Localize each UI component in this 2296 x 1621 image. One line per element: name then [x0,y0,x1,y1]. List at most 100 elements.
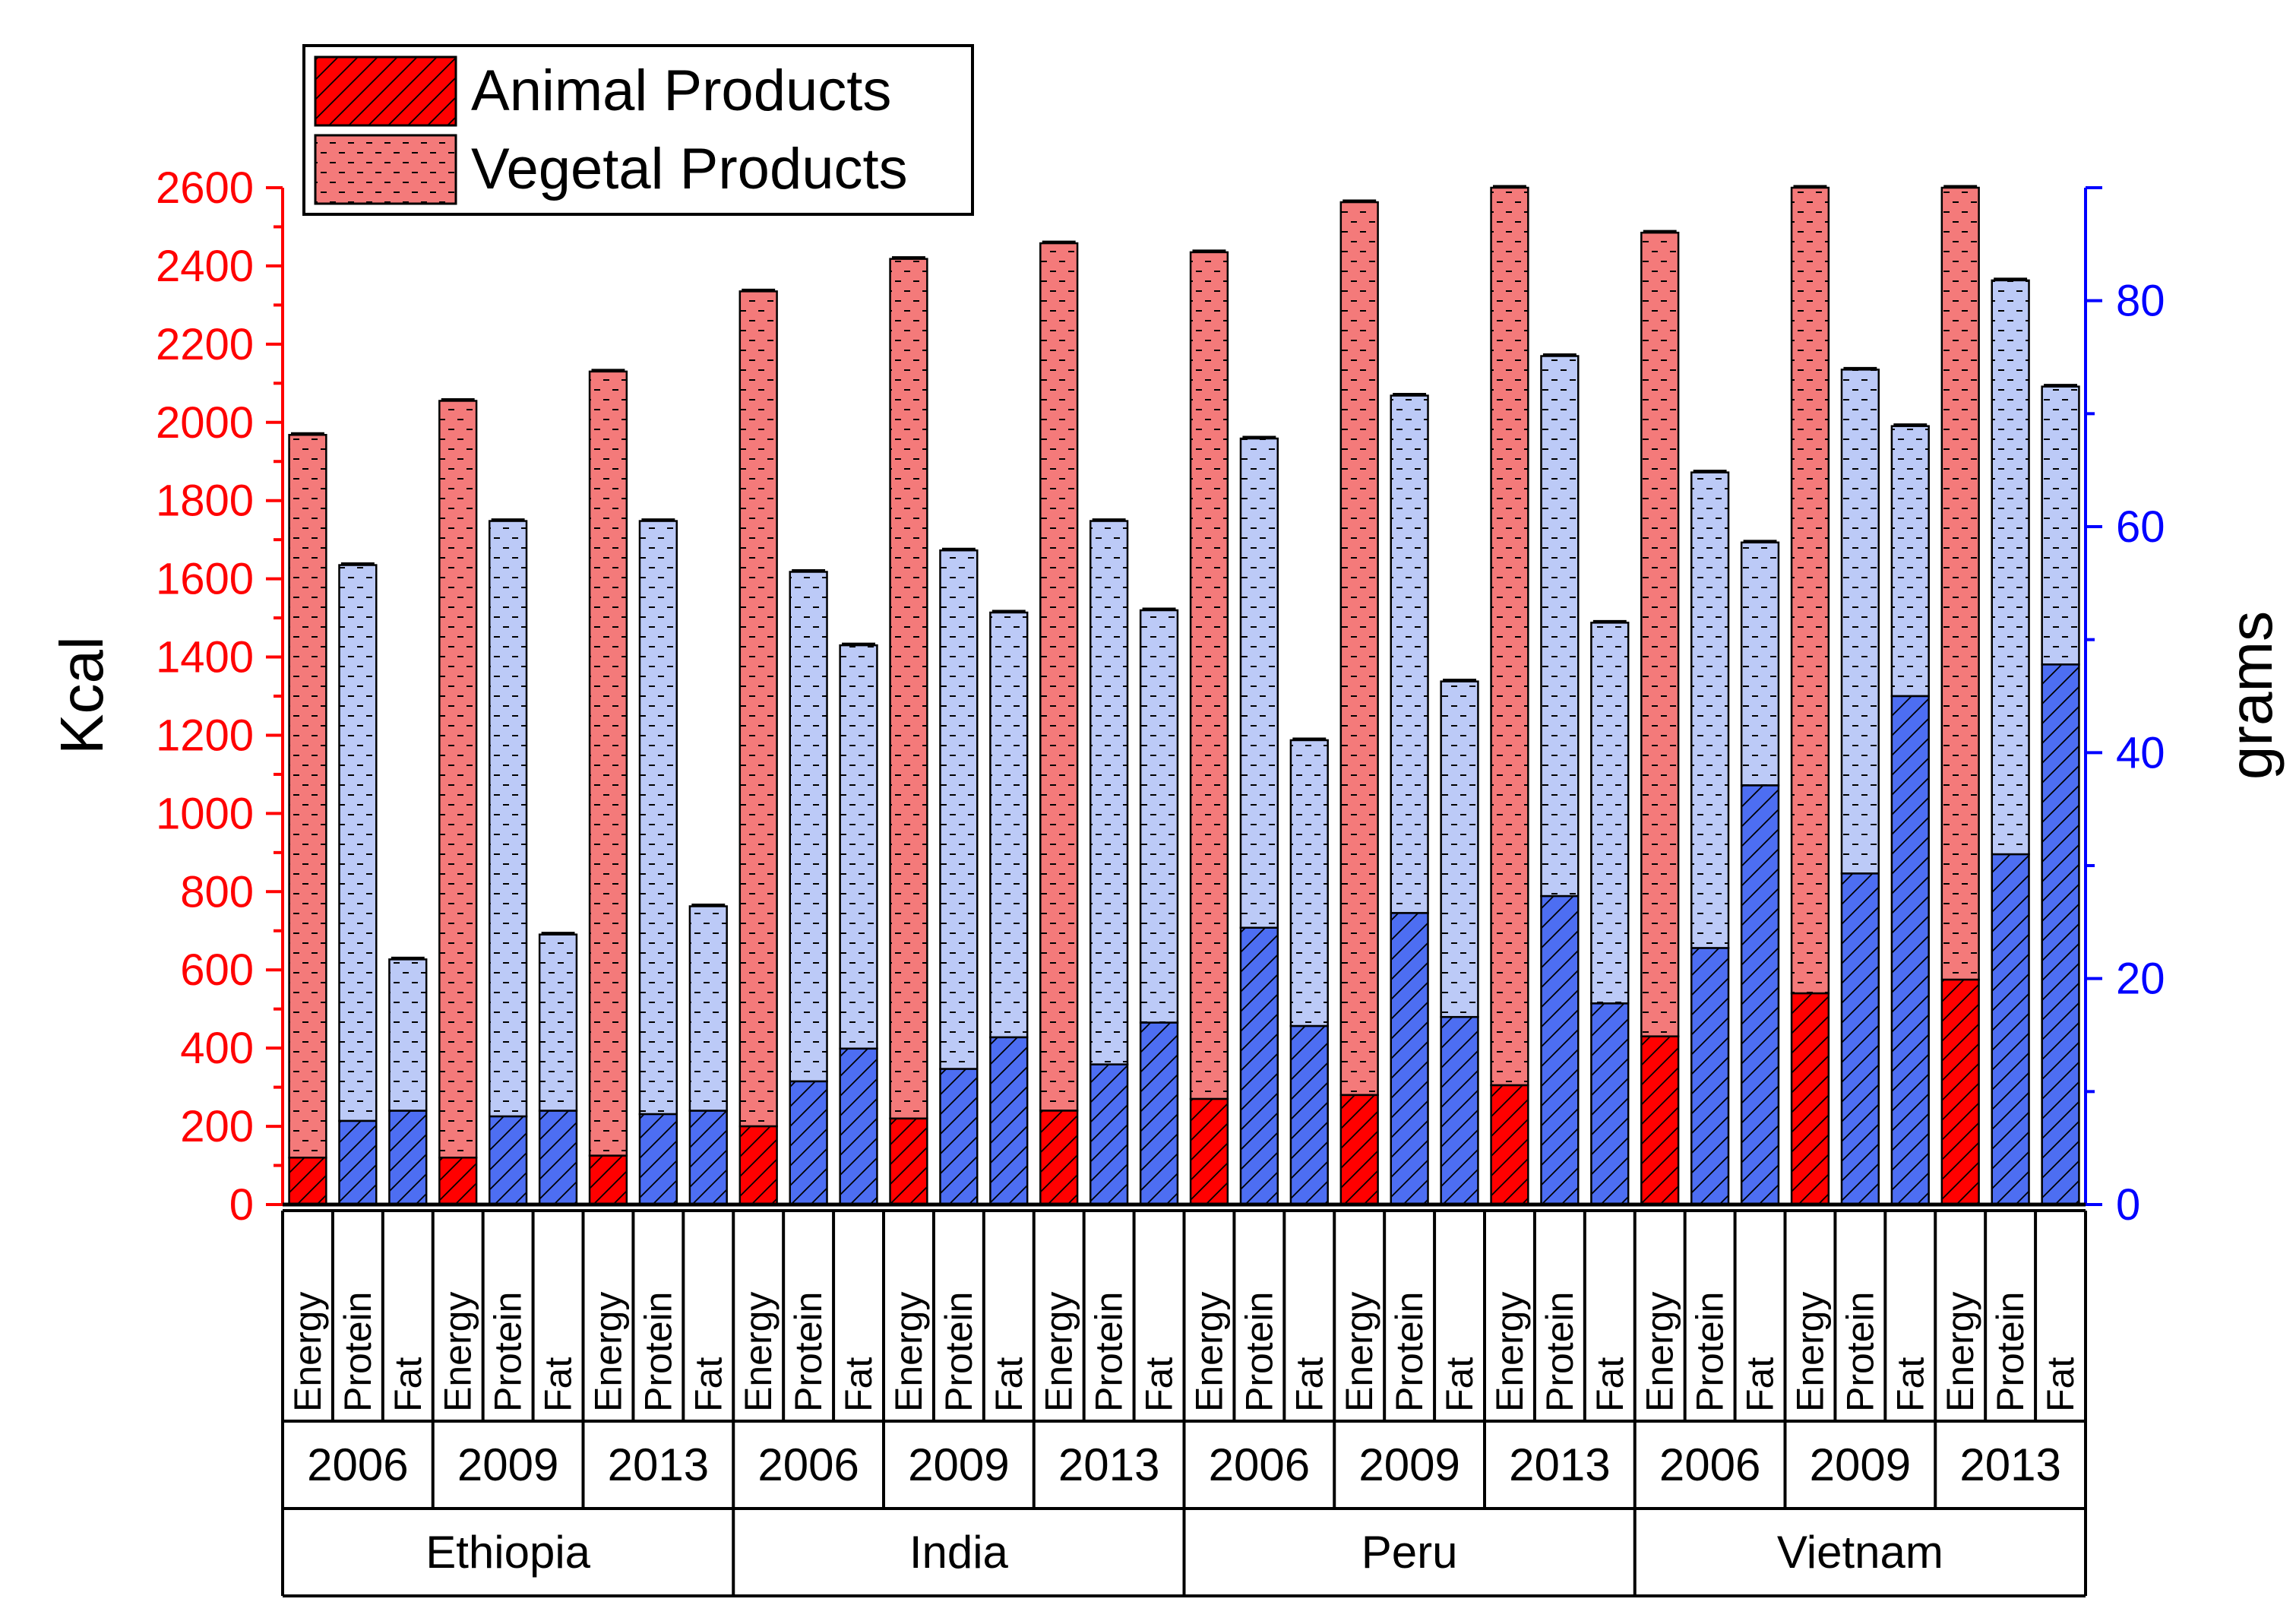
bar-pattern-animal [639,1114,677,1205]
metric-label: Protein [1689,1292,1731,1412]
bar-india-2013-protein [1089,518,1129,1206]
year-label: 2013 [608,1439,709,1490]
bar-pattern-animal [1090,1064,1128,1205]
bar-vietnam-2013-fat [2041,384,2080,1206]
left-tick-label: 1800 [156,476,254,526]
bar-pattern-vegetal [1841,369,1879,874]
bar-pattern-vegetal [289,435,327,1158]
bar-peru-2006-protein [1239,435,1279,1206]
left-axis-title: Kcal [48,636,115,755]
bar-pattern-vegetal [1792,188,1829,994]
left-tick-label: 2600 [156,163,254,213]
bar-pattern-vegetal [1991,280,2029,855]
metric-label: Fat [1288,1357,1330,1412]
metric-label: Fat [537,1357,580,1412]
bar-ethiopia-2009-protein [488,518,528,1206]
bar-pattern-animal [439,1157,477,1205]
bar-india-2013-energy [1039,240,1079,1206]
year-label: 2013 [1509,1439,1610,1490]
left-tick-label: 200 [180,1102,254,1151]
bar-pattern-animal [2041,664,2079,1205]
metric-label: Protein [938,1292,980,1412]
metric-label: Fat [988,1357,1030,1412]
bar-india-2009-fat [989,609,1029,1206]
bar-vietnam-2006-fat [1740,540,1780,1206]
metric-label: Protein [1388,1292,1431,1412]
bar-pattern-animal [940,1069,978,1205]
bar-vietnam-2009-fat [1890,423,1930,1206]
bar-pattern-vegetal [1891,426,1929,696]
legend-label-vegetal: Vegetal Products [471,137,908,201]
legend: Animal Products Vegetal Products [302,44,974,216]
legend-label-animal: Animal Products [471,59,891,123]
metric-label: Protein [637,1292,679,1412]
bar-pattern-animal [890,1118,928,1205]
left-tick-label: 1200 [156,711,254,760]
bar-pattern-vegetal [1691,472,1729,948]
bar-pattern-vegetal [1040,243,1078,1111]
bar-pattern-animal [389,1110,427,1205]
bar-pattern-vegetal [739,291,777,1127]
bar-india-2009-protein [939,547,979,1206]
bar-ethiopia-2006-fat [388,956,428,1206]
metric-label: Fat [2039,1357,2082,1412]
right-axis-title: grams [2217,611,2285,780]
legend-item-animal: Animal Products [314,55,891,127]
left-tick-label: 2000 [156,398,254,448]
bar-ethiopia-2013-protein [638,518,678,1206]
bar-pattern-animal [1691,948,1729,1205]
bar-pattern-vegetal [1340,202,1378,1095]
bar-vietnam-2009-protein [1840,366,1880,1206]
country-label: Vietnam [1777,1527,1943,1578]
bar-pattern-animal [1040,1110,1078,1205]
bar-pattern-animal [1290,1026,1328,1205]
left-tick-label: 1000 [156,789,254,838]
right-tick-label: 40 [2116,728,2165,777]
bar-pattern-animal [1741,785,1779,1205]
bar-pattern-animal [339,1120,377,1205]
metric-label: Protein [1238,1292,1280,1412]
bar-india-2006-energy [738,288,778,1206]
bar-pattern-vegetal [639,521,677,1115]
metric-label: Fat [1889,1357,1931,1412]
metric-label: Energy [1639,1292,1681,1412]
metric-label: Protein [1088,1292,1131,1412]
bar-pattern-animal [1941,980,1979,1205]
year-label: 2006 [307,1439,408,1490]
country-label: Peru [1361,1527,1458,1578]
right-tick-label: 60 [2116,502,2165,552]
bar-ethiopia-2006-energy [288,432,327,1206]
metric-label: Fat [687,1357,729,1412]
bar-pattern-animal [289,1157,327,1205]
axes-layer: 0200400600800100012001400160018002000220… [156,163,2165,1230]
bar-pattern-vegetal [940,550,978,1069]
bar-india-2013-fat [1139,607,1179,1206]
bar-peru-2013-energy [1490,185,1529,1206]
left-tick-label: 600 [180,945,254,995]
bar-pattern-vegetal [789,571,827,1081]
left-tick-label: 2400 [156,242,254,291]
bar-pattern-animal [689,1110,727,1205]
bar-pattern-animal [1140,1022,1178,1205]
bar-pattern-animal [1792,993,1829,1205]
bar-pattern-vegetal [539,934,577,1111]
bar-pattern-vegetal [1240,438,1278,928]
left-tick-label: 1600 [156,555,254,604]
metric-label: Fat [1138,1357,1181,1412]
metric-label: Fat [837,1357,880,1412]
year-label: 2009 [457,1439,558,1490]
bar-pattern-vegetal [840,645,878,1049]
bar-peru-2009-fat [1440,679,1479,1206]
bar-pattern-vegetal [890,258,928,1119]
country-label: Ethiopia [425,1527,590,1578]
bars-layer [288,185,2080,1206]
metric-label: Energy [887,1292,930,1412]
bar-pattern-vegetal [339,565,377,1121]
bar-vietnam-2013-protein [1991,277,2030,1206]
bar-pattern-vegetal [1741,542,1779,786]
metric-label: Fat [1589,1357,1631,1412]
bar-pattern-vegetal [1191,252,1228,1100]
bar-pattern-animal [1491,1085,1529,1205]
